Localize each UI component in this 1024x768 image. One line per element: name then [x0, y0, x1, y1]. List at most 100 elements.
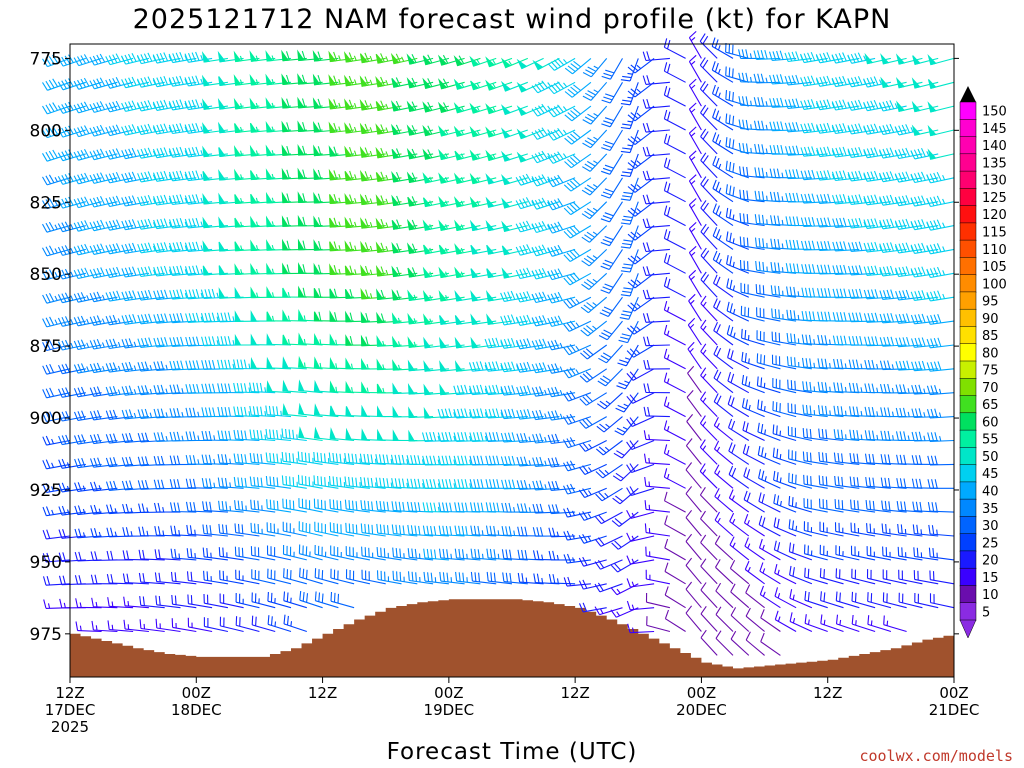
barb-half-flag — [437, 506, 440, 512]
barb-flag — [195, 75, 200, 85]
barb-pennant — [345, 406, 352, 417]
barb-flag — [77, 434, 82, 444]
barb-flag — [109, 433, 114, 443]
barb-flag — [125, 385, 130, 396]
barb-half-flag — [525, 577, 528, 583]
barb-staff — [78, 81, 102, 90]
barb-flag — [115, 100, 121, 110]
barb-flag — [175, 171, 181, 181]
barb-flag — [128, 409, 133, 419]
wind-barb — [169, 360, 197, 371]
barb-flag — [269, 499, 272, 509]
barb-flag — [208, 360, 212, 370]
barb-flag — [486, 548, 489, 558]
barb-half-flag — [213, 482, 216, 488]
barb-flag — [192, 383, 196, 394]
barb-pennant — [423, 244, 432, 255]
barb-half-flag — [605, 400, 611, 405]
wind-barb — [137, 337, 165, 348]
wind-barb — [643, 406, 670, 418]
barb-flag — [89, 198, 95, 208]
wind-barb — [663, 468, 686, 489]
wind-barb — [611, 511, 639, 527]
barb-flag — [58, 459, 63, 469]
barb-flag — [204, 383, 209, 393]
wind-barb — [297, 451, 323, 465]
barb-flag — [224, 478, 228, 488]
barb-flag — [504, 479, 508, 489]
barb-flag — [89, 174, 95, 184]
barb-flag — [93, 244, 98, 254]
barb-flag — [581, 189, 591, 196]
barb-half-flag — [666, 330, 670, 336]
barb-flag — [132, 314, 137, 323]
wind-barb — [685, 533, 702, 561]
barb-flag — [92, 126, 99, 136]
wind-barb — [663, 38, 686, 59]
barb-flag — [349, 288, 353, 299]
barb-flag — [174, 572, 177, 582]
wind-barb — [121, 147, 150, 160]
barb-staff — [664, 357, 686, 370]
barb-flag — [175, 147, 181, 157]
barb-half-flag — [690, 132, 696, 137]
barb-flag — [169, 431, 173, 442]
barb-flag — [251, 615, 254, 625]
wind-barb — [235, 616, 260, 633]
barb-flag — [623, 215, 633, 219]
barb-flag — [137, 314, 142, 324]
barb-flag — [376, 547, 379, 557]
wind-barb — [361, 569, 386, 585]
barb-flag — [535, 363, 540, 373]
barb-flag — [77, 245, 83, 255]
wind-barb — [136, 147, 165, 159]
barb-staff — [156, 272, 181, 277]
barb-pennant — [345, 334, 352, 346]
barb-half-flag — [319, 362, 322, 368]
barb-flag — [511, 479, 516, 489]
barb-flag — [364, 218, 369, 228]
barb-staff — [77, 392, 102, 398]
barb-flag — [99, 53, 106, 63]
barb-flag — [689, 102, 697, 110]
barb-flag — [689, 198, 697, 206]
barb-flag — [548, 573, 552, 584]
barb-flag — [192, 312, 196, 323]
barb-staff — [172, 129, 197, 135]
barb-half-flag — [605, 423, 610, 428]
barb-flag — [237, 453, 240, 463]
barb-staff — [156, 177, 181, 182]
barb-flag — [140, 243, 146, 253]
barb-flag — [115, 124, 121, 134]
barb-flag — [317, 475, 319, 486]
barb-flag — [73, 128, 79, 137]
wind-barb — [406, 171, 434, 184]
barb-half-flag — [197, 435, 200, 441]
barb-half-flag — [248, 411, 251, 417]
barb-pennant — [344, 122, 353, 134]
barb-flag — [666, 111, 671, 121]
barb-flag — [285, 428, 288, 439]
barb-flag — [700, 367, 707, 376]
barb-staff — [125, 225, 149, 231]
wind-barb — [73, 77, 102, 90]
barb-half-flag — [513, 506, 516, 513]
wind-barb — [282, 379, 307, 394]
barb-flag — [174, 548, 177, 559]
barb-half-flag — [51, 438, 55, 444]
barb-flag — [318, 592, 321, 602]
barb-flag — [46, 552, 51, 562]
barb-flag — [153, 502, 158, 513]
barb-staff — [140, 368, 165, 372]
barb-flag — [276, 477, 279, 487]
barb-staff — [140, 272, 165, 278]
barb-flag — [45, 388, 51, 398]
wind-barb — [136, 52, 165, 65]
barb-flag — [137, 480, 142, 490]
barb-flag — [233, 359, 236, 369]
barb-staff — [664, 547, 686, 561]
wind-barb — [663, 444, 686, 465]
barb-half-flag — [200, 78, 204, 84]
barb-flag — [425, 455, 430, 465]
barb-flag — [464, 502, 468, 512]
